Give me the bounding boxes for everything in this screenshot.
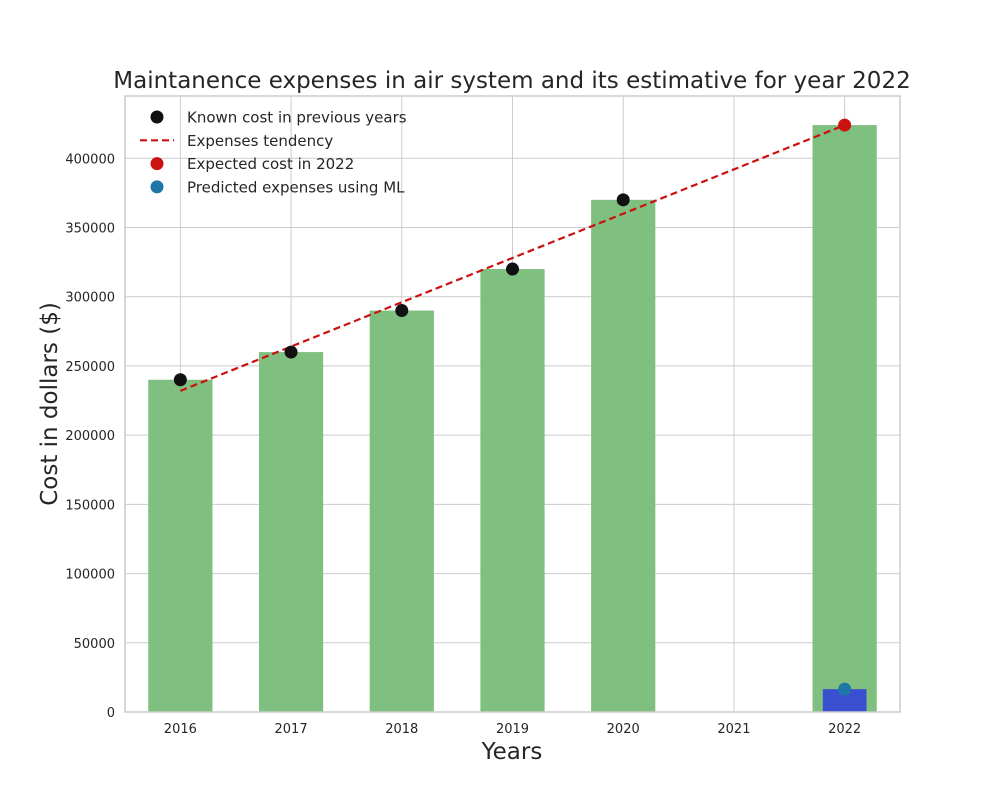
- bar: [369, 310, 434, 712]
- legend-label: Predicted expenses using ML: [187, 178, 405, 196]
- bars: [148, 125, 877, 713]
- y-tick-label: 400000: [65, 152, 115, 167]
- bar: [148, 379, 213, 712]
- y-tick-label: 0: [107, 706, 115, 721]
- chart-title: Maintanence expenses in air system and i…: [113, 68, 910, 94]
- data-point: [284, 345, 298, 359]
- predicted-bar: [822, 689, 867, 712]
- lines: [179, 124, 846, 392]
- y-tick-label: 250000: [65, 360, 115, 375]
- x-tick-label: 2021: [717, 722, 750, 737]
- y-tick-label: 350000: [65, 222, 115, 237]
- legend-label: Expected cost in 2022: [187, 155, 354, 173]
- legend: Known cost in previous years Expenses ten…: [140, 109, 407, 196]
- x-tick-label: 2016: [164, 722, 197, 737]
- bar: [258, 352, 324, 712]
- y-tick-label: 150000: [65, 498, 115, 513]
- x-tick-label: 2020: [607, 722, 640, 737]
- legend-label: Expenses tendency: [187, 132, 333, 150]
- data-point: [506, 262, 519, 276]
- x-tick-label: 2017: [275, 722, 308, 737]
- data-point: [616, 193, 630, 207]
- tendency-line: [179, 124, 846, 392]
- legend-swatch-marker: [150, 157, 164, 171]
- data-point: [838, 682, 852, 696]
- data-point: [173, 373, 187, 387]
- x-axis-label: Years: [481, 739, 543, 765]
- x-tick-label: 2018: [385, 722, 418, 737]
- y-tick-label: 100000: [65, 568, 115, 583]
- bar: [812, 125, 877, 713]
- points: [173, 118, 852, 696]
- legend-label: Known cost in previous years: [187, 109, 407, 127]
- y-tick-label: 50000: [74, 637, 115, 652]
- bar: [591, 199, 656, 713]
- bar: [480, 269, 545, 712]
- y-axis-label: Cost in dollars ($): [37, 302, 63, 506]
- x-tick-label: 2019: [496, 722, 529, 737]
- tick-labels: 0 50000 100000 150000 200000 250000 300000 3500…: [65, 152, 861, 737]
- data-point: [395, 304, 409, 318]
- y-tick-label: 300000: [65, 291, 115, 306]
- data-point: [838, 118, 852, 132]
- plot-frame: [124, 95, 901, 713]
- y-tick-label: 200000: [65, 429, 115, 444]
- legend-swatch-marker: [150, 110, 164, 124]
- legend-swatch-marker: [150, 180, 164, 194]
- x-tick-label: 2022: [828, 722, 861, 737]
